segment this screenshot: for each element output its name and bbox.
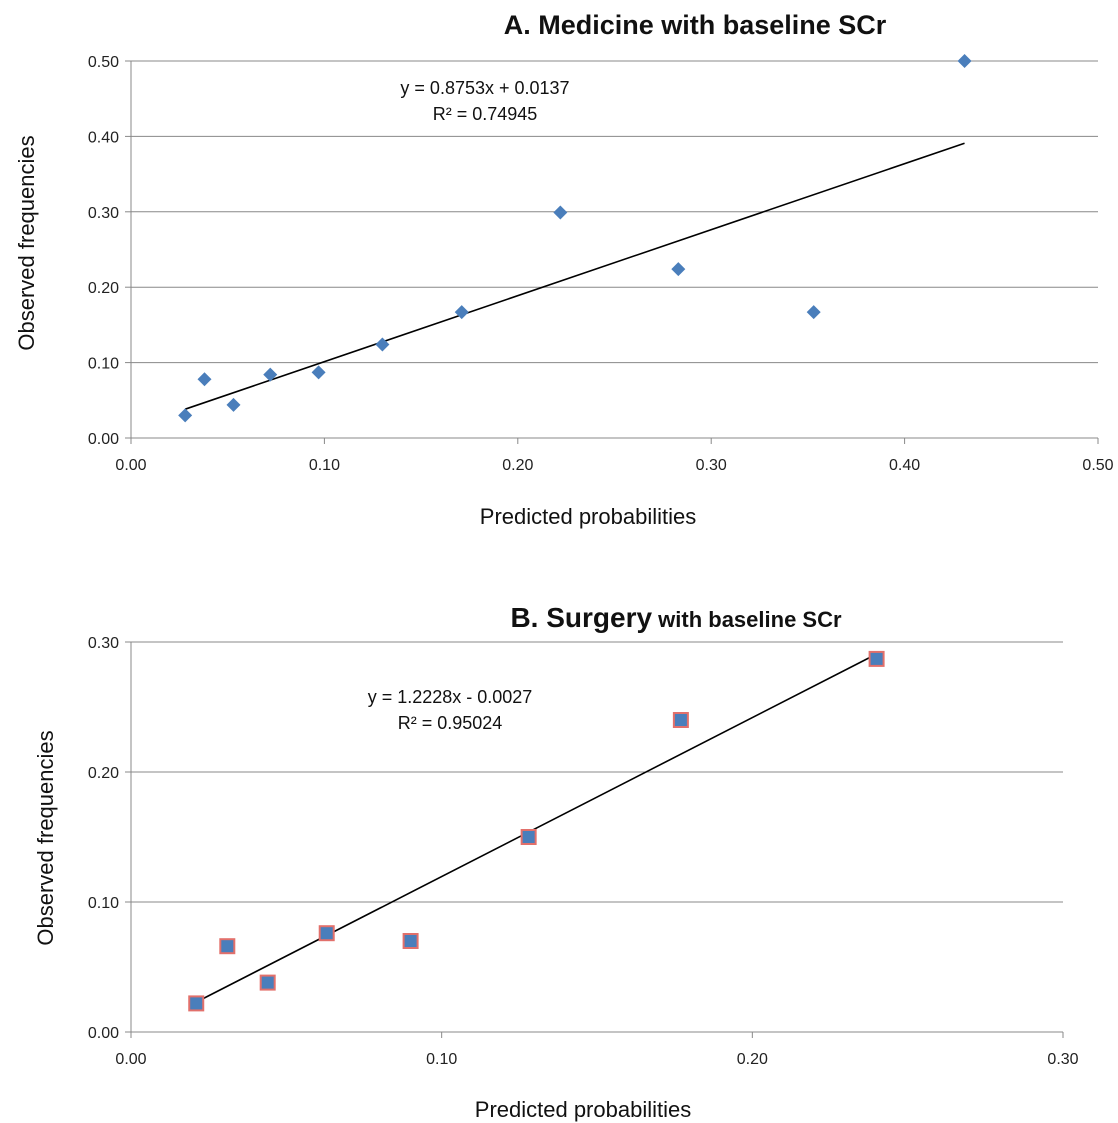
- chart-a-point: [454, 305, 469, 320]
- chart-b-x-tick-label: 0.30: [1047, 1051, 1078, 1068]
- chart-a-point: [957, 54, 972, 68]
- chart-a-point: [226, 397, 241, 412]
- chart-b-y-axis-label: Observed frequencies: [33, 730, 58, 945]
- chart-b-equation: y = 1.2228x - 0.0027: [368, 687, 533, 707]
- chart-b-title-main: B. Surgery: [510, 602, 652, 633]
- chart-b-point: [188, 995, 205, 1012]
- chart-b-title-rest: with baseline SCr: [652, 607, 842, 632]
- chart-b-y-tick-labels: 0.00 0.10 0.20 0.30: [88, 635, 119, 1042]
- chart-b-x-tick-labels: 0.00 0.10 0.20 0.30: [115, 1051, 1078, 1068]
- chart-a-x-tick-label: 0.40: [889, 457, 920, 474]
- chart-b-point: [520, 829, 537, 845]
- chart-b-point: [402, 933, 419, 949]
- chart-a-y-tick-label: 0.30: [88, 205, 119, 222]
- chart-a-y-tick-labels: 0.00 0.10 0.20 0.30 0.40 0.50: [88, 54, 119, 448]
- chart-b-gridlines: [131, 641, 1063, 903]
- chart-a-point: [263, 367, 278, 382]
- chart-a-y-tick-label: 0.40: [88, 129, 119, 146]
- chart-a-axes: [125, 60, 1099, 444]
- chart-b-y-tick-label: 0.00: [88, 1025, 119, 1042]
- chart-a-x-tick-label: 0.10: [309, 457, 340, 474]
- chart-a-point: [197, 372, 212, 387]
- chart-a-point: [553, 205, 568, 220]
- chart-b-title: B. Surgery with baseline SCr: [510, 602, 842, 633]
- chart-a-title: A. Medicine with baseline SCr: [504, 10, 887, 40]
- chart-b-y-tick-label: 0.20: [88, 765, 119, 782]
- chart-a-r-squared: R² = 0.74945: [433, 104, 538, 124]
- chart-a-point: [671, 262, 686, 277]
- chart-b-trendline: [195, 653, 877, 1003]
- chart-b-point: [259, 974, 276, 991]
- chart-a-y-tick-label: 0.20: [88, 280, 119, 297]
- chart-a-x-tick-label: 0.20: [502, 457, 533, 474]
- chart-a-point: [375, 337, 390, 352]
- chart-a-y-tick-label: 0.50: [88, 54, 119, 71]
- chart-a-point: [806, 305, 821, 320]
- chart-a-trendline-group: [184, 142, 965, 410]
- chart-b-x-tick-label: 0.20: [737, 1051, 768, 1068]
- chart-a-point: [311, 365, 326, 380]
- chart-a-x-tick-label: 0.00: [115, 457, 146, 474]
- chart-a-x-tick-label: 0.50: [1082, 457, 1113, 474]
- chart-a-y-tick-label: 0.00: [88, 431, 119, 448]
- chart-b-r-squared: R² = 0.95024: [398, 713, 503, 733]
- chart-a-x-tick-labels: 0.00 0.10 0.20 0.30 0.40 0.50: [115, 457, 1113, 474]
- chart-a: A. Medicine with baseline SCr 0.000.100.…: [14, 10, 1114, 529]
- chart-b-x-tick-label: 0.00: [115, 1051, 146, 1068]
- chart-a-x-axis-label: Predicted probabilities: [480, 504, 696, 529]
- chart-b: B. Surgery with baseline SCr 0.00 0.10 0.2…: [33, 602, 1079, 1122]
- chart-b-x-axis-label: Predicted probabilities: [475, 1097, 691, 1122]
- chart-b-points: [188, 650, 885, 1012]
- chart-b-y-tick-label: 0.30: [88, 635, 119, 652]
- chart-b-axes: [125, 641, 1064, 1038]
- chart-b-point: [672, 712, 689, 728]
- chart-b-point: [219, 938, 236, 955]
- chart-a-gridlines: [131, 60, 1098, 364]
- chart-a-equation: y = 0.8753x + 0.0137: [400, 78, 569, 98]
- chart-a-trendline: [184, 142, 965, 410]
- chart-a-points: [178, 54, 972, 423]
- chart-a-x-tick-label: 0.30: [696, 457, 727, 474]
- chart-a-y-axis-label: Observed frequencies: [14, 135, 39, 350]
- chart-a-point: [178, 408, 193, 423]
- chart-b-x-tick-label: 0.10: [426, 1051, 457, 1068]
- chart-b-y-tick-label: 0.10: [88, 895, 119, 912]
- chart-a-y-tick-label: 0.10: [88, 356, 119, 373]
- chart-b-trendline-group: [195, 653, 877, 1003]
- chart-b-point: [318, 925, 335, 942]
- chart-b-point: [868, 650, 885, 667]
